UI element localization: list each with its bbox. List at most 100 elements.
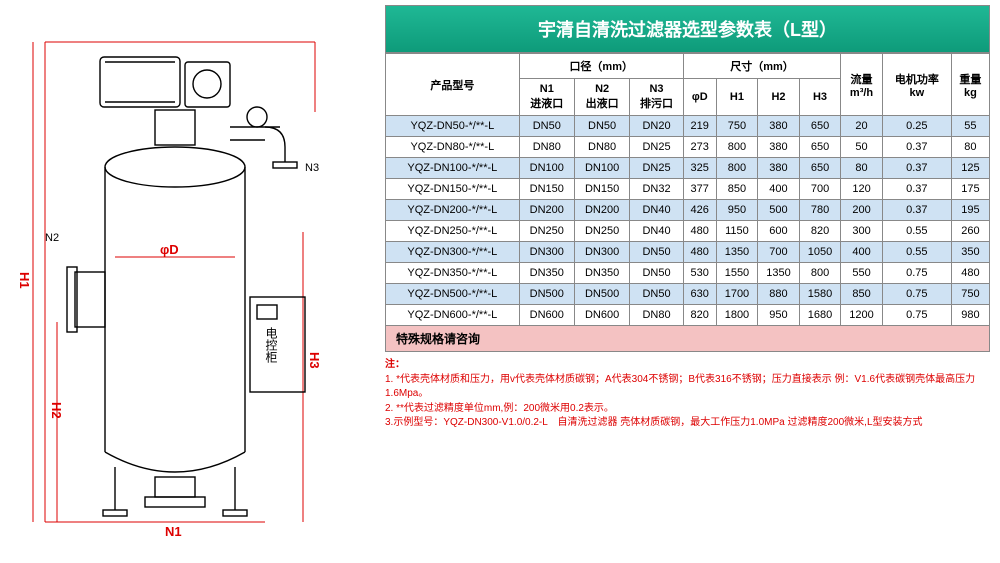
cell-n2: DN500 <box>574 284 629 305</box>
cell-kg: 55 <box>951 116 989 137</box>
filter-diagram: H1 H2 H3 φD N1 N2 N3 电控柜 <box>5 32 375 532</box>
cell-h2: 600 <box>758 221 800 242</box>
cell-flow: 200 <box>841 200 883 221</box>
table-row: YQZ-DN250-*/**-LDN250DN250DN404801150600… <box>386 221 990 242</box>
th-h3: H3 <box>799 79 841 116</box>
cell-n2: DN100 <box>574 158 629 179</box>
table-row: YQZ-DN100-*/**-LDN100DN100DN253258003806… <box>386 158 990 179</box>
cell-d: 219 <box>683 116 716 137</box>
cell-kg: 260 <box>951 221 989 242</box>
dim-phiD: φD <box>160 242 179 257</box>
cell-kg: 195 <box>951 200 989 221</box>
th-size: 尺寸（mm） <box>683 54 841 79</box>
cell-h3: 1580 <box>799 284 841 305</box>
cell-h3: 650 <box>799 137 841 158</box>
th-n2: N2出液口 <box>574 79 629 116</box>
cell-model: YQZ-DN300-*/**-L <box>386 242 520 263</box>
cell-n3: DN50 <box>630 284 684 305</box>
cell-n1: DN350 <box>519 263 574 284</box>
cell-d: 325 <box>683 158 716 179</box>
diagram-panel: H1 H2 H3 φD N1 N2 N3 电控柜 <box>0 0 380 563</box>
cell-kw: 0.55 <box>882 242 951 263</box>
cell-n2: DN80 <box>574 137 629 158</box>
spec-table: 产品型号 口径（mm） 尺寸（mm） 流量m³/h 电机功率kw 重量kg N1… <box>385 53 990 352</box>
cell-model: YQZ-DN80-*/**-L <box>386 137 520 158</box>
cell-h3: 700 <box>799 179 841 200</box>
cell-d: 426 <box>683 200 716 221</box>
cell-h2: 500 <box>758 200 800 221</box>
cell-h2: 880 <box>758 284 800 305</box>
cell-model: YQZ-DN350-*/**-L <box>386 263 520 284</box>
label-N2: N2 <box>45 232 59 244</box>
cell-n1: DN150 <box>519 179 574 200</box>
cell-h3: 650 <box>799 158 841 179</box>
cell-h1: 950 <box>716 200 758 221</box>
special-row: 特殊规格请咨询 <box>386 326 990 352</box>
cell-h3: 650 <box>799 116 841 137</box>
th-caliber: 口径（mm） <box>519 54 683 79</box>
cell-model: YQZ-DN50-*/**-L <box>386 116 520 137</box>
cell-kw: 0.55 <box>882 221 951 242</box>
table-body: YQZ-DN50-*/**-LDN50DN50DN202197503806502… <box>386 116 990 352</box>
cell-h2: 400 <box>758 179 800 200</box>
cell-model: YQZ-DN100-*/**-L <box>386 158 520 179</box>
cell-kg: 80 <box>951 137 989 158</box>
label-control-box: 电控柜 <box>263 327 280 363</box>
cell-kw: 0.37 <box>882 137 951 158</box>
cell-h2: 950 <box>758 305 800 326</box>
table-row: YQZ-DN80-*/**-LDN80DN80DN252738003806505… <box>386 137 990 158</box>
cell-kw: 0.37 <box>882 200 951 221</box>
cell-model: YQZ-DN250-*/**-L <box>386 221 520 242</box>
cell-n2: DN150 <box>574 179 629 200</box>
cell-h3: 820 <box>799 221 841 242</box>
cell-flow: 1200 <box>841 305 883 326</box>
label-N3: N3 <box>305 162 319 174</box>
table-row: YQZ-DN200-*/**-LDN200DN200DN404269505007… <box>386 200 990 221</box>
cell-n3: DN40 <box>630 221 684 242</box>
cell-n1: DN500 <box>519 284 574 305</box>
special-cell: 特殊规格请咨询 <box>386 326 990 352</box>
cell-n2: DN200 <box>574 200 629 221</box>
cell-n1: DN100 <box>519 158 574 179</box>
cell-n1: DN80 <box>519 137 574 158</box>
cell-n3: DN25 <box>630 137 684 158</box>
cell-h1: 1700 <box>716 284 758 305</box>
note-3: 3.示例型号：YQZ-DN300-V1.0/0.2-L 自清洗过滤器 壳体材质碳… <box>385 416 990 431</box>
cell-d: 273 <box>683 137 716 158</box>
th-weight: 重量kg <box>951 54 989 116</box>
cell-n2: DN300 <box>574 242 629 263</box>
cell-flow: 120 <box>841 179 883 200</box>
cell-flow: 20 <box>841 116 883 137</box>
cell-d: 480 <box>683 221 716 242</box>
table-row: YQZ-DN600-*/**-LDN600DN600DN808201800950… <box>386 305 990 326</box>
cell-n1: DN600 <box>519 305 574 326</box>
cell-n3: DN40 <box>630 200 684 221</box>
notes-block: 注： 1. *代表壳体材质和压力，用v代表壳体材质碳钢；A代表304不锈钢；B代… <box>385 358 990 431</box>
cell-n3: DN80 <box>630 305 684 326</box>
th-h1: H1 <box>716 79 758 116</box>
th-h2: H2 <box>758 79 800 116</box>
cell-h3: 1050 <box>799 242 841 263</box>
cell-h3: 800 <box>799 263 841 284</box>
cell-n3: DN50 <box>630 263 684 284</box>
cell-h1: 1150 <box>716 221 758 242</box>
cell-n3: DN50 <box>630 242 684 263</box>
table-row: YQZ-DN50-*/**-LDN50DN50DN202197503806502… <box>386 116 990 137</box>
dim-N1: N1 <box>165 524 182 539</box>
cell-h1: 1800 <box>716 305 758 326</box>
cell-d: 377 <box>683 179 716 200</box>
dim-H3: H3 <box>307 352 322 369</box>
cell-d: 630 <box>683 284 716 305</box>
cell-n2: DN600 <box>574 305 629 326</box>
table-row: YQZ-DN500-*/**-LDN500DN500DN506301700880… <box>386 284 990 305</box>
cell-n2: DN350 <box>574 263 629 284</box>
cell-kw: 0.75 <box>882 305 951 326</box>
table-title: 宇清自清洗过滤器选型参数表（L型） <box>385 5 990 53</box>
cell-flow: 400 <box>841 242 883 263</box>
cell-kg: 175 <box>951 179 989 200</box>
cell-n2: DN250 <box>574 221 629 242</box>
cell-n3: DN20 <box>630 116 684 137</box>
cell-h2: 380 <box>758 116 800 137</box>
table-row: YQZ-DN350-*/**-LDN350DN350DN505301550135… <box>386 263 990 284</box>
cell-flow: 80 <box>841 158 883 179</box>
